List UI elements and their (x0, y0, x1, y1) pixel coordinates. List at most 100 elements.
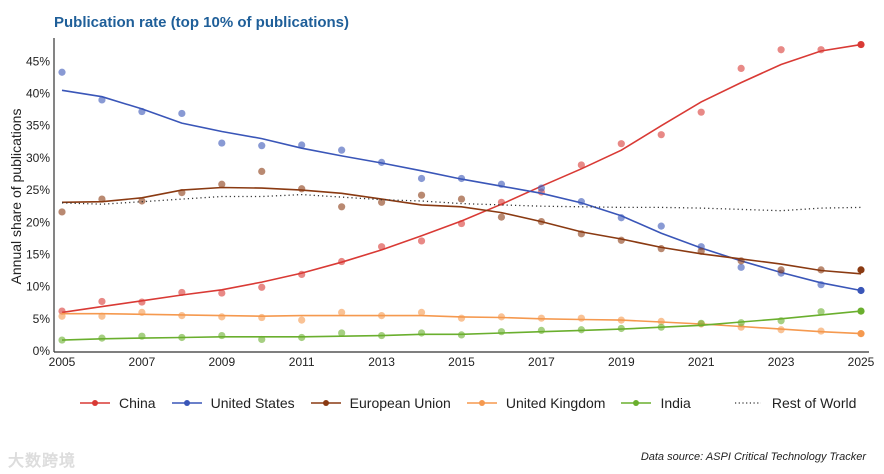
legend: China United States European Union Unite… (78, 395, 870, 411)
data-point-india (577, 326, 585, 334)
data-point-china (178, 288, 186, 297)
data-point-european-union (457, 195, 466, 203)
x-tick-label: 2021 (688, 355, 715, 369)
legend-label: United Kingdom (505, 395, 606, 411)
legend-swatch (466, 400, 497, 406)
trend-line-rest-of-world (61, 193, 862, 212)
x-tick-label: 2025 (848, 355, 875, 369)
data-point-india (417, 329, 426, 337)
y-tick-label: 45% (26, 54, 50, 68)
data-point-united-kingdom (138, 308, 146, 316)
data-point-european-union (138, 197, 146, 205)
y-tick-label: 0% (33, 344, 51, 358)
legend-swatch (80, 400, 110, 406)
data-point-european-union (537, 218, 546, 226)
data-point-india (657, 323, 665, 331)
data-point-european-union (657, 245, 665, 253)
y-tick-label: 35% (26, 119, 50, 133)
data-point-european-union (497, 213, 506, 221)
data-point-european-union (417, 191, 426, 199)
legend-swatch (621, 400, 652, 406)
data-point-united-states (617, 214, 625, 222)
data-point-india (218, 331, 226, 340)
data-point-china (457, 219, 466, 228)
data-point-united-states (138, 107, 146, 116)
data-point-india (258, 335, 266, 344)
y-tick-label: 20% (26, 215, 50, 229)
data-point-united-kingdom (457, 314, 466, 322)
legend-swatch (171, 400, 202, 406)
data-point-united-kingdom (178, 311, 186, 320)
data-point-china (138, 298, 146, 306)
data-point-united-kingdom (378, 311, 386, 320)
legend-label: Rest of World (771, 395, 857, 411)
data-point-china (98, 297, 106, 306)
data-point-united-kingdom (58, 312, 66, 320)
y-tick-label: 10% (26, 280, 50, 294)
chart-title: Publication rate (top 10% of publication… (54, 14, 350, 31)
y-tick-label: 25% (26, 183, 50, 197)
data-point-united-states (378, 158, 386, 166)
data-point-united-kingdom (617, 316, 625, 324)
data-point-european-union (857, 266, 865, 274)
data-point-india (777, 317, 785, 325)
data-point-european-union (777, 266, 785, 274)
data-point-united-states (737, 263, 745, 271)
legend-swatch (734, 402, 761, 404)
data-point-european-union (178, 189, 186, 197)
data-point-european-union (98, 195, 106, 203)
data-point-european-union (378, 198, 386, 206)
data-point-india (138, 332, 146, 340)
data-point-india (537, 326, 546, 334)
data-point-china (777, 46, 785, 54)
x-tick-label: 2019 (608, 355, 635, 369)
data-point-india (457, 331, 466, 339)
data-point-china (218, 289, 226, 297)
x-tick-label: 2009 (208, 355, 235, 369)
data-point-china (617, 140, 625, 148)
data-point-china (697, 108, 705, 116)
data-point-united-states (657, 222, 665, 230)
data-point-united-kingdom (657, 317, 665, 325)
data-point-china (817, 46, 825, 54)
data-point-india (58, 336, 66, 344)
data-point-india (737, 319, 745, 327)
x-tick-label: 2007 (129, 355, 156, 369)
data-point-united-kingdom (817, 327, 825, 335)
x-tick-label: 2011 (289, 355, 315, 369)
data-point-india (817, 308, 825, 316)
x-tick-label: 2017 (528, 355, 555, 369)
x-tick-label: 2015 (448, 355, 475, 369)
legend-item-rest-of-world: Rest of World (731, 395, 857, 411)
data-point-european-union (817, 266, 825, 274)
data-point-united-kingdom (98, 312, 106, 320)
data-point-china (338, 257, 346, 266)
data-point-united-kingdom (497, 313, 506, 321)
data-point-india (338, 329, 346, 337)
data-point-european-union (697, 247, 705, 255)
trend-line-european-union (61, 186, 862, 275)
data-point-united-states (218, 139, 226, 147)
data-point-india (298, 333, 306, 342)
data-point-united-states (537, 184, 546, 192)
data-source: Data source: ASPI Critical Technology Tr… (640, 451, 866, 463)
data-point-united-kingdom (258, 313, 266, 322)
legend-item-united-kingdom: United Kingdom (465, 395, 606, 411)
data-point-united-kingdom (537, 314, 546, 322)
data-point-china (737, 64, 745, 72)
data-point-european-union (218, 180, 226, 188)
data-point-european-union (58, 208, 66, 216)
data-point-united-states (98, 96, 106, 104)
legend-label: China (119, 395, 156, 411)
legend-item-china: China (78, 395, 156, 411)
data-point-united-states (338, 146, 346, 154)
data-point-united-kingdom (338, 308, 346, 316)
x-tick-label: 2013 (368, 355, 395, 369)
data-point-united-kingdom (298, 316, 306, 324)
data-point-united-states (298, 141, 306, 149)
data-point-india (178, 333, 186, 342)
data-point-united-kingdom (777, 326, 785, 334)
y-tick-label: 15% (26, 247, 50, 261)
chart-plot: 0% 5% 10% 15% 20% 25% 30% 35% 40% 45% 2005 2007 2009… (8, 38, 875, 369)
data-point-european-union (577, 230, 585, 238)
